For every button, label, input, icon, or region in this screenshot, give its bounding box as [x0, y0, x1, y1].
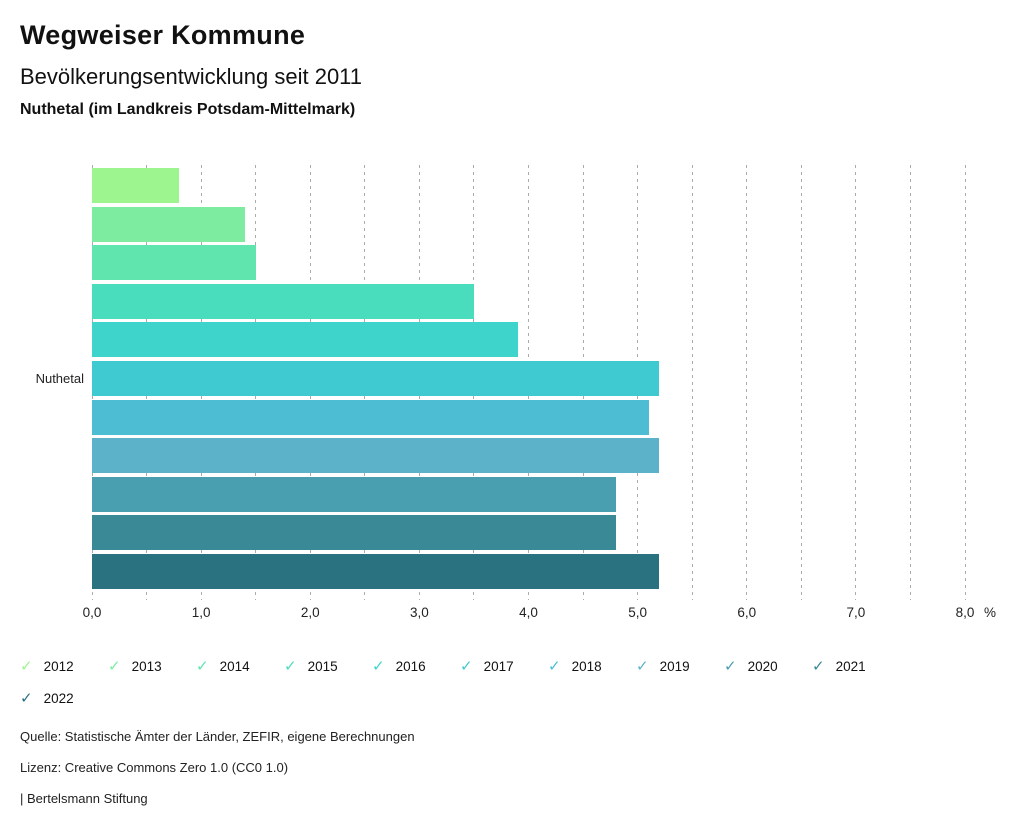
- attribution-text: | Bertelsmann Stiftung: [20, 791, 148, 806]
- legend-item-2022[interactable]: ✓ 2022: [20, 682, 108, 714]
- bar-2013[interactable]: [92, 206, 245, 242]
- legend-item-2012[interactable]: ✓ 2012: [20, 650, 108, 682]
- bar-2012[interactable]: [92, 168, 180, 203]
- legend-year-label: 2017: [483, 658, 514, 674]
- check-icon: ✓: [20, 689, 33, 707]
- check-icon: ✓: [20, 657, 33, 675]
- x-tick-label: 2,0: [300, 605, 320, 620]
- legend-year-label: 2020: [747, 658, 778, 674]
- bar-2019[interactable]: [92, 438, 660, 474]
- legend-year-label: 2019: [659, 658, 690, 674]
- gridline: [746, 165, 748, 600]
- check-icon: ✓: [812, 657, 825, 675]
- legend-year-label: 2016: [395, 658, 426, 674]
- bar-2017[interactable]: [92, 361, 660, 396]
- page-title: Wegweiser Kommune: [20, 20, 306, 50]
- x-tick-label: 4,0: [519, 605, 538, 620]
- legend-item-2013[interactable]: ✓ 2013: [108, 650, 196, 682]
- gridline: [964, 165, 966, 600]
- legend-item-2021[interactable]: ✓ 2021: [812, 650, 900, 682]
- bar-chart: Nuthetal % 0,0 1,0 2,0 3,0 4,0 5,0 6,0 7,0 8,0: [0, 165, 1024, 630]
- legend-year-label: 2022: [43, 690, 74, 706]
- gridline: [855, 165, 857, 600]
- check-icon: ✓: [636, 657, 649, 675]
- source-text: Quelle: Statistische Ämter der Länder, Z…: [20, 729, 415, 744]
- legend-year-label: 2015: [307, 658, 338, 674]
- legend-year-label: 2012: [43, 658, 74, 674]
- legend-item-2020[interactable]: ✓ 2020: [724, 650, 812, 682]
- bar-2016[interactable]: [92, 322, 518, 358]
- x-axis-unit-label: %: [984, 605, 997, 620]
- x-tick-label: 3,0: [409, 605, 429, 620]
- category-label: Nuthetal: [35, 371, 84, 386]
- legend-year-label: 2021: [835, 658, 866, 674]
- bar-2015[interactable]: [92, 283, 474, 319]
- x-tick-label: 7,0: [846, 605, 866, 620]
- check-icon: ✓: [284, 657, 297, 675]
- gridline: [691, 165, 693, 600]
- gridline: [909, 165, 911, 600]
- legend-item-2014[interactable]: ✓ 2014: [196, 650, 284, 682]
- x-tick-label: 6,0: [737, 605, 757, 620]
- x-tick-label: 0,0: [82, 605, 102, 620]
- legend-item-2018[interactable]: ✓ 2018: [548, 650, 636, 682]
- legend-year-label: 2018: [571, 658, 602, 674]
- x-tick-label: 5,0: [628, 605, 648, 620]
- check-icon: ✓: [460, 657, 473, 675]
- legend-item-2016[interactable]: ✓ 2016: [372, 650, 460, 682]
- x-tick-label: 1,0: [191, 605, 211, 620]
- bar-2020[interactable]: [92, 476, 616, 512]
- check-icon: ✓: [548, 657, 561, 675]
- chart-title: Bevölkerungsentwicklung seit 2011: [20, 64, 363, 89]
- check-icon: ✓: [372, 657, 385, 675]
- bar-2022[interactable]: [92, 554, 660, 589]
- legend-year-label: 2013: [131, 658, 162, 674]
- legend-item-2019[interactable]: ✓ 2019: [636, 650, 724, 682]
- chart-location-subtitle: Nuthetal (im Landkreis Potsdam-Mittelmar…: [20, 101, 356, 118]
- gridline: [800, 165, 802, 600]
- check-icon: ✓: [108, 657, 121, 675]
- plot-area: [91, 165, 966, 600]
- x-tick-label: 8,0: [955, 605, 975, 620]
- legend-year-label: 2014: [219, 658, 250, 674]
- check-icon: ✓: [724, 657, 737, 675]
- legend-item-2015[interactable]: ✓ 2015: [284, 650, 372, 682]
- bar-2018[interactable]: [92, 399, 649, 435]
- chart-legend: ✓ 2012 ✓ 2013 ✓ 2014 ✓ 2015 ✓ 2016 ✓ 2017 ✓ 2018 ✓ 2019…: [20, 650, 900, 714]
- license-text: Lizenz: Creative Commons Zero 1.0 (CC0 1…: [20, 760, 289, 775]
- check-icon: ✓: [196, 657, 209, 675]
- bar-2021[interactable]: [92, 515, 616, 551]
- legend-item-2017[interactable]: ✓ 2017: [460, 650, 548, 682]
- bar-2014[interactable]: [92, 245, 256, 281]
